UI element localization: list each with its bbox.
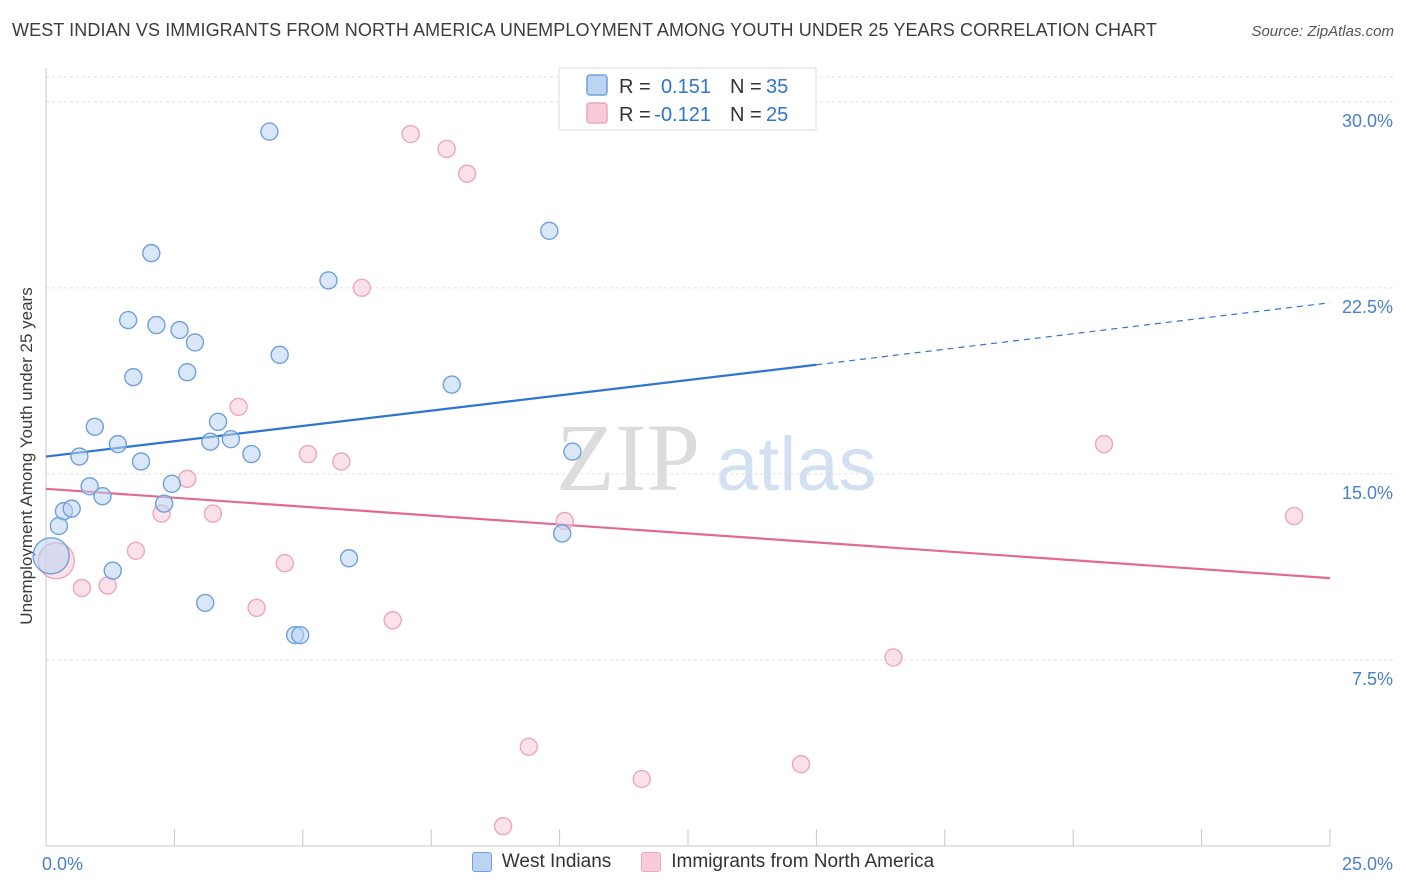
chart-title: WEST INDIAN VS IMMIGRANTS FROM NORTH AME…: [12, 20, 1158, 40]
point-series1-14: [401, 124, 420, 144]
point-series0-30: [339, 549, 359, 568]
point-series1-15: [437, 139, 456, 159]
point-series1-13: [383, 611, 402, 630]
point-series0-8: [103, 561, 122, 580]
y-tick-label-0: 7.5%: [1352, 669, 1393, 689]
point-series0-29: [319, 271, 338, 290]
legend-n-label-2: N =: [730, 104, 762, 126]
point-series1-9: [275, 554, 295, 573]
y-tick-label-3: 30.0%: [1342, 111, 1393, 131]
point-series1-1: [72, 578, 92, 598]
watermark-zip: ZIP: [556, 404, 700, 511]
point-series0-24: [242, 444, 261, 464]
point-series1-3: [126, 541, 146, 561]
point-series0-9: [108, 434, 128, 454]
legend-swatch-west-indians: [586, 74, 608, 96]
point-series0-28: [291, 625, 310, 645]
point-series0-32: [540, 221, 559, 241]
point-series0-5: [80, 477, 99, 496]
point-series0-31: [442, 375, 461, 394]
point-series0-22: [208, 412, 228, 432]
x-tick-label-1: 25.0%: [1342, 854, 1393, 874]
point-series1-5: [178, 469, 197, 489]
point-series0-13: [142, 243, 161, 263]
source-label: Source: ZipAtlas.com: [1251, 23, 1394, 40]
x-tick-label-0: 0.0%: [42, 854, 83, 874]
legend-r-value-1: 0.151: [661, 76, 711, 98]
point-series0-10: [118, 310, 138, 330]
point-series1-12: [352, 278, 372, 298]
series-legend: West Indians Immigrants from North Ameri…: [0, 851, 1406, 873]
point-series0-17: [170, 320, 189, 340]
point-series0-4: [70, 447, 89, 466]
point-series0-20: [196, 593, 215, 613]
point-series0-18: [178, 362, 197, 382]
legend-n-label-1: N =: [730, 76, 762, 98]
point-series1-11: [332, 452, 351, 471]
watermark: ZIP atlas: [556, 404, 877, 511]
legend-label-west-indians: West Indians: [501, 851, 612, 872]
legend-r-label-2: R =: [619, 104, 651, 126]
point-series0-25: [260, 122, 279, 141]
trend-line-0: [45, 363, 817, 458]
legend-label-immigrants: Immigrants from North America: [671, 851, 935, 872]
point-series0-19: [185, 333, 205, 352]
trend-line-extension-0: [816, 302, 1331, 366]
point-series0-3: [62, 499, 81, 518]
point-series0-6: [85, 417, 104, 436]
point-series1-17: [493, 816, 513, 836]
point-series1-21: [791, 754, 811, 774]
legend-swatch-immigrants: [586, 102, 608, 124]
point-series0-15: [154, 494, 174, 513]
y-tick-label-2: 22.5%: [1342, 297, 1393, 317]
point-series0-26: [270, 345, 289, 365]
gridlines: [46, 76, 1393, 661]
point-series1-22: [884, 648, 903, 667]
point-series0-11: [124, 367, 143, 387]
point-series0-0: [32, 537, 70, 575]
correlation-legend: R = 0.151 N = 35 R = -0.121 N = 25: [558, 67, 817, 131]
point-series1-16: [457, 164, 477, 183]
point-series1-18: [519, 737, 538, 756]
immigrants-swatch: [641, 852, 662, 872]
point-series1-8: [247, 598, 266, 618]
point-series0-23: [221, 429, 241, 449]
point-series0-14: [147, 315, 166, 335]
axes: [45, 68, 1331, 847]
point-series0-16: [162, 474, 182, 494]
point-series0-33: [552, 524, 572, 543]
legend-r-label-1: R =: [619, 76, 651, 98]
tick-labels: 7.5% 15.0% 22.5% 30.0% 0.0% 25.0%: [42, 111, 1393, 874]
legend-n-value-1: 35: [766, 76, 788, 98]
trend-lines: [45, 302, 1331, 580]
west-indians-swatch: [471, 852, 492, 872]
data-points: [32, 122, 1304, 836]
point-series1-24: [1284, 506, 1304, 526]
legend-item-immigrants[interactable]: Immigrants from North America: [641, 851, 934, 873]
legend-r-value-2: -0.121: [654, 104, 711, 126]
legend-n-value-2: 25: [766, 104, 788, 126]
point-series0-34: [563, 442, 582, 461]
point-series1-7: [229, 397, 248, 417]
point-series1-23: [1094, 434, 1114, 454]
legend-item-west-indians[interactable]: West Indians: [471, 851, 612, 873]
y-tick-label-1: 15.0%: [1342, 483, 1393, 503]
trend-line-1: [45, 487, 1331, 580]
point-series0-7: [93, 487, 112, 506]
point-series0-21: [201, 432, 220, 451]
watermark-atlas: atlas: [716, 422, 877, 507]
point-series1-6: [203, 504, 223, 523]
point-series0-12: [131, 452, 151, 471]
point-series1-20: [632, 769, 651, 789]
point-series1-10: [298, 444, 318, 464]
